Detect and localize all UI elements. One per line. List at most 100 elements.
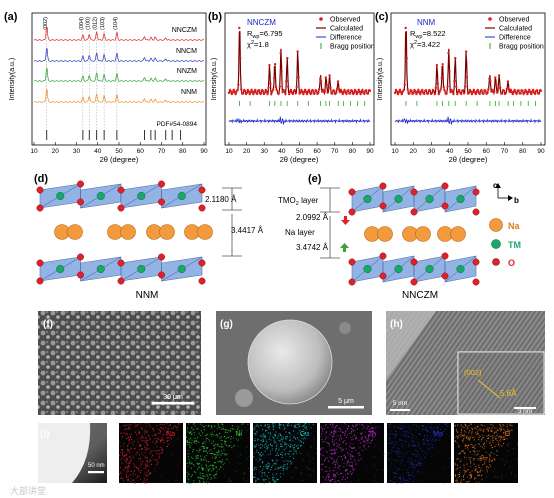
c-legend-label: Difference	[499, 35, 531, 42]
b-observed-point	[327, 87, 330, 90]
c-observed-point	[414, 90, 417, 93]
c-observed-point	[502, 89, 506, 93]
c-observed-point	[416, 91, 419, 94]
panel-a-xtick: 20	[52, 148, 60, 155]
panel-c-xlabel: 2θ (degree)	[449, 155, 488, 164]
b-observed-point	[357, 88, 360, 92]
panel-e-tmo2-layer: TMO2 layer	[278, 196, 319, 207]
b-observed-point	[321, 88, 325, 92]
c-observed-point	[500, 92, 504, 95]
b-observed-point	[248, 92, 251, 96]
panel-h-inset-scale: 3 nm	[518, 408, 532, 415]
tm-atom	[96, 264, 105, 274]
c-observed-point	[395, 90, 399, 93]
panel-g-scale: 5 μm	[338, 398, 354, 405]
b-observed-point	[241, 92, 245, 95]
panel-a-xtick: 50	[115, 148, 123, 155]
b-xtick: 50	[296, 148, 304, 155]
b-observed-point	[299, 91, 302, 95]
b-observed-point	[358, 90, 361, 94]
b-observed-point	[347, 89, 350, 92]
eds-map-label-zn: Zn	[368, 431, 376, 438]
c-observed-point	[440, 76, 443, 80]
panel-e-na-row	[364, 226, 466, 242]
panel-a-ylabel: Intensity(a.u.)	[9, 58, 16, 100]
c-observed-point	[405, 57, 408, 60]
b-observed-point	[247, 90, 250, 93]
panel-a-label: (a)	[4, 11, 18, 23]
b-observed-point	[239, 57, 242, 60]
c-xtick: 60	[483, 148, 491, 155]
panel-f-sem-image	[38, 311, 201, 415]
b-observed-point	[349, 92, 352, 95]
c-observed-point	[539, 89, 543, 93]
b-observed-point	[291, 92, 295, 96]
panel-h-scale: 5 nm	[393, 400, 407, 407]
panel-a-xtick: 60	[137, 148, 145, 155]
tm-atom	[177, 191, 186, 201]
c-observed-point	[462, 92, 466, 95]
c-observed-point	[447, 51, 450, 55]
panel-a-pattern-nnm	[33, 89, 205, 103]
eds-map-signal-o	[454, 423, 518, 484]
o-atom	[117, 259, 125, 267]
b-observed-point	[315, 89, 318, 93]
tm-atom	[96, 191, 105, 201]
b-observed-point	[345, 92, 348, 96]
b-observed-point	[335, 91, 338, 95]
c-observed-point	[494, 76, 497, 79]
c-xtick: 90	[537, 148, 545, 155]
panel-a-series-label: NNCM	[176, 48, 197, 55]
b-observed-point	[361, 88, 364, 92]
o-atom	[410, 188, 418, 196]
tm-atom	[394, 194, 403, 204]
panel-c-x-ticks: 10 20 30 40 50 60 70 80 90	[391, 142, 545, 155]
panel-f-label: (f)	[43, 319, 53, 330]
b-observed-point	[251, 91, 254, 94]
panel-c-ylabel: Intensity(a.u.)	[377, 58, 384, 100]
c-xtick: 10	[391, 148, 399, 155]
c-observed-point	[441, 62, 444, 66]
eds-map-label-mn: Mn	[433, 431, 443, 438]
panel-d-label: (d)	[34, 173, 48, 185]
b-observed-point	[365, 89, 368, 92]
atom-legend: Na TM O	[489, 218, 521, 268]
b-observed-point	[238, 26, 241, 30]
c-xtick: 40	[446, 148, 454, 155]
b-observed-point	[295, 85, 298, 89]
b-observed-point	[254, 88, 257, 92]
panel-h-inset-d: 5.6Å	[500, 389, 517, 398]
b-observed-point	[355, 92, 358, 96]
o-atom	[410, 278, 418, 286]
panel-f-scalebar	[152, 402, 194, 405]
eds-map-cu	[253, 423, 317, 483]
c-observed-point	[432, 90, 436, 93]
o-atom	[36, 204, 44, 212]
c-observed-point	[473, 90, 476, 94]
c-observed-point	[410, 89, 413, 93]
c-observed-point	[474, 92, 477, 96]
tm-atom	[56, 191, 65, 201]
c-observed-point	[426, 92, 430, 95]
tm-atom	[425, 194, 434, 204]
c-legend-label: Calculated	[499, 26, 532, 33]
c-observed-point	[498, 86, 502, 89]
c-observed-point	[510, 90, 513, 94]
b-legend-observed-icon	[319, 17, 323, 21]
panel-a-reference-label: PDF#54-0894	[157, 121, 198, 128]
o-atom	[410, 208, 418, 216]
na-atom	[415, 226, 431, 242]
b-observed-point	[328, 74, 331, 77]
c-observed-point	[493, 90, 496, 93]
panel-c-label: (c)	[375, 11, 389, 23]
panel-i-scale: 50 nm	[88, 463, 105, 469]
c-observed-point	[489, 80, 492, 83]
b-observed-point	[277, 92, 280, 95]
b-observed-point	[311, 89, 314, 92]
axis-b-label: b	[514, 196, 519, 205]
b-observed-point	[265, 90, 268, 93]
o-atom	[36, 277, 44, 285]
b-observed-point	[309, 92, 312, 96]
b-observed-point	[319, 77, 322, 81]
c-observed-point	[467, 91, 471, 95]
